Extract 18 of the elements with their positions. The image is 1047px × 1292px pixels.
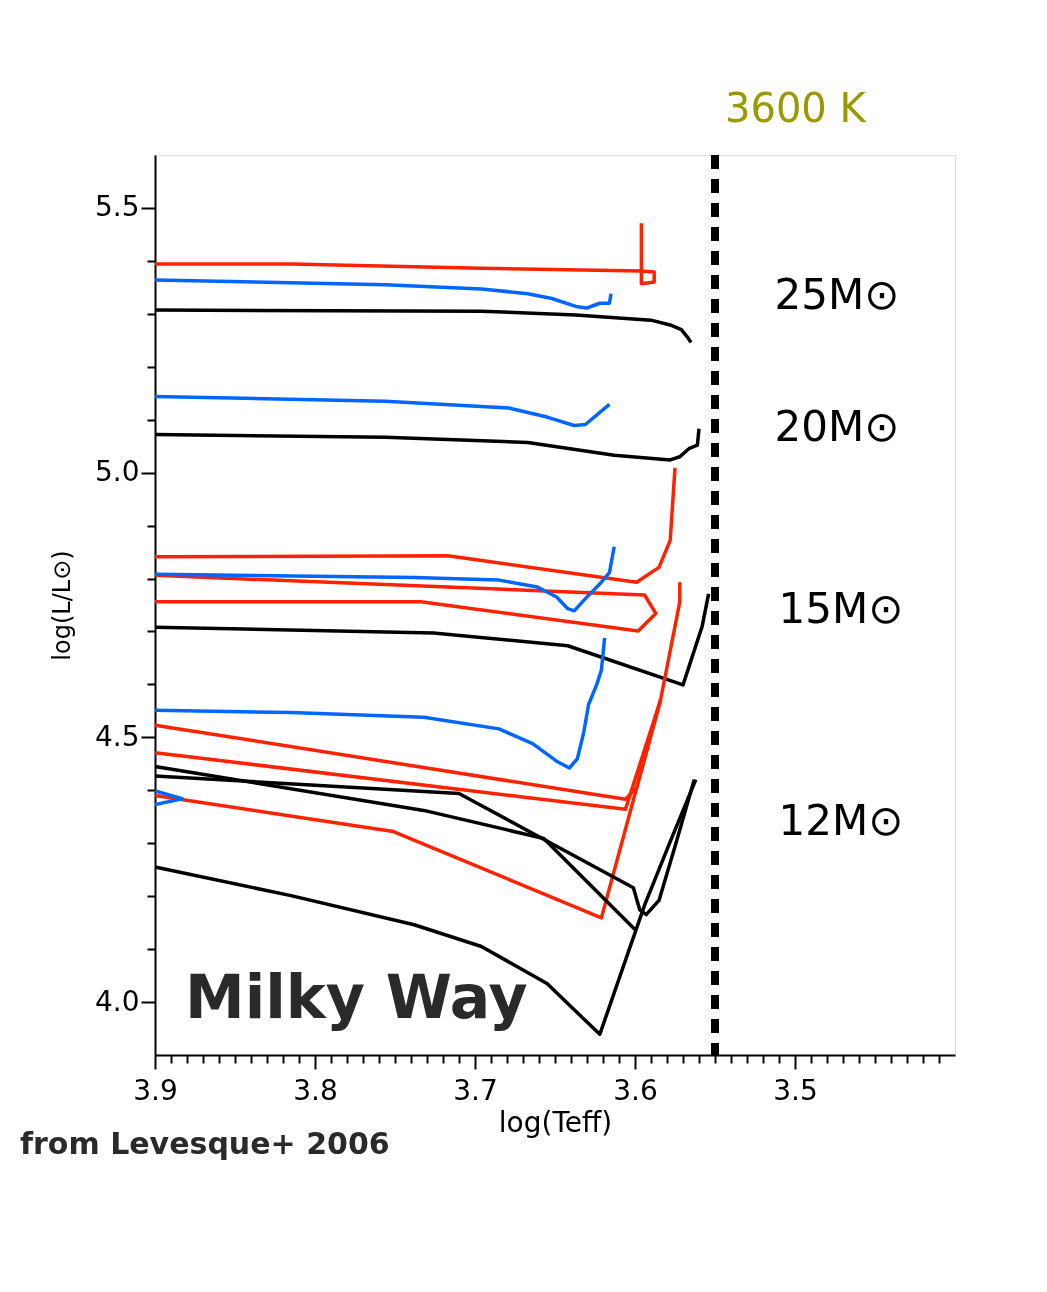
annotation: 20M⊙ [774,402,900,451]
annotation: 12M⊙ [778,796,904,845]
x-axis-title: log(Teff) [498,1105,613,1139]
y-tick-label: 4.5 [94,719,140,753]
y-axis-title: log(L/L⊙) [47,550,76,661]
y-tick-label: 5.5 [94,190,140,224]
ref-line-label: 3600 K [725,85,868,131]
y-tick-label: 5.0 [94,455,140,489]
x-tick-label: 3.7 [453,1073,498,1107]
annotation: 25M⊙ [774,270,900,319]
x-tick-label: 3.6 [613,1073,658,1107]
annotation: Milky Way [185,962,528,1032]
x-tick-label: 3.9 [133,1073,178,1107]
text: from Levesque+ 2006 [20,1126,390,1161]
x-tick-label: 3.5 [773,1073,818,1107]
x-tick-label: 3.8 [293,1073,338,1107]
y-tick-label: 4.0 [94,984,140,1018]
annotation: 15M⊙ [778,584,904,633]
